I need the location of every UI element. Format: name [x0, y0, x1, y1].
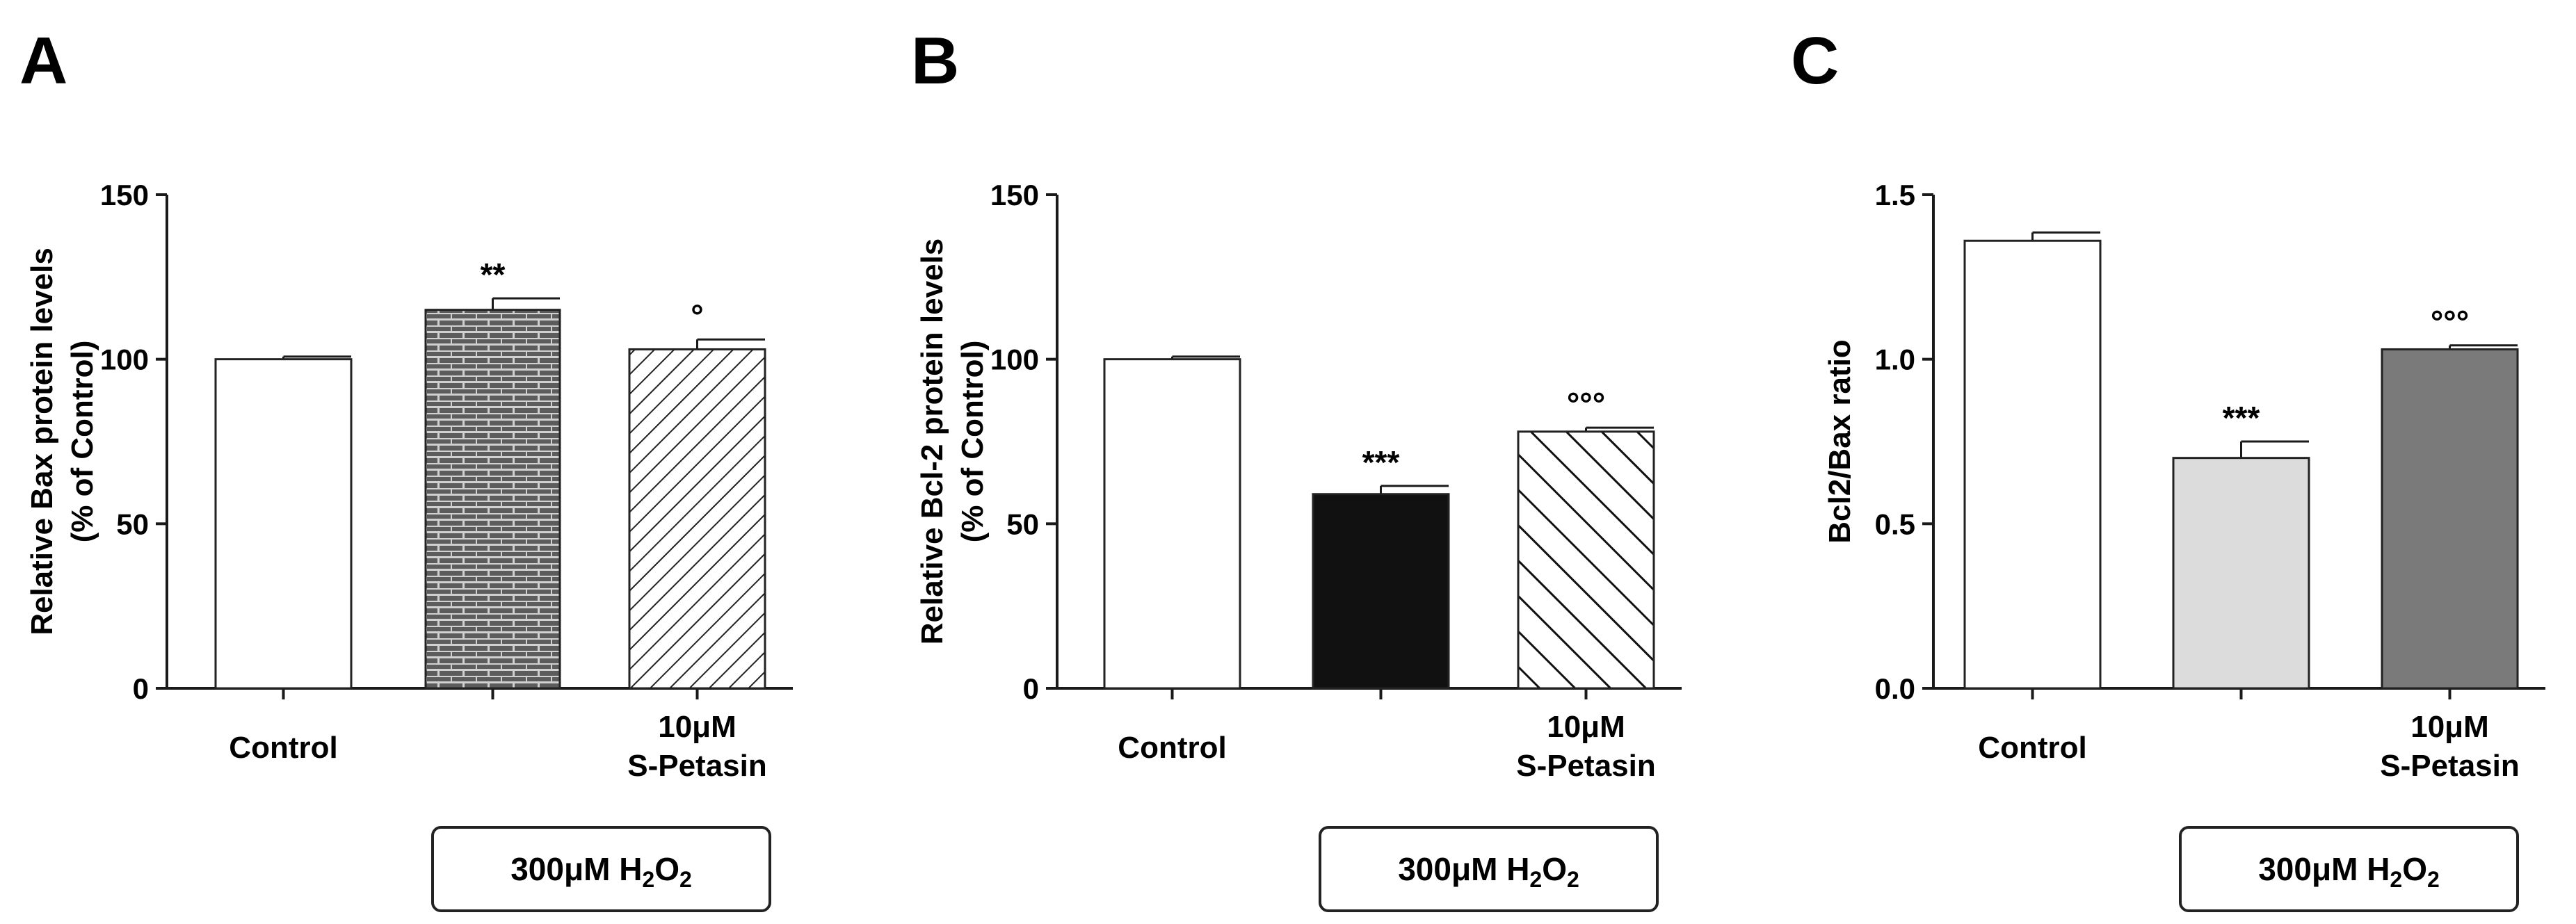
y-tick-label: 0 [1023, 672, 1039, 705]
panel-letter: A [19, 24, 67, 98]
treatment-label: 300μM H2O2 [510, 851, 692, 892]
significance-label: *** [1362, 444, 1400, 480]
bar [424, 309, 561, 690]
bar [2172, 457, 2310, 690]
treatment-box [2179, 826, 2519, 912]
x-tick-label: 10μM [658, 710, 736, 744]
bar [2381, 348, 2519, 690]
treatment-box [431, 826, 771, 912]
y-tick-label: 0 [133, 672, 149, 705]
x-tick-label: 10μM [2410, 710, 2489, 744]
y-tick-label: 1.5 [1875, 179, 1915, 211]
y-axis-label: (% of Control) [956, 341, 990, 543]
y-tick-label: 150 [990, 179, 1039, 211]
x-tick-label: Control [1118, 731, 1226, 765]
panel-letter: C [1791, 24, 1839, 98]
significance-label: °°° [1567, 386, 1605, 422]
significance-label: *** [2223, 400, 2260, 436]
chart-panel-b: 0 50 100 150 Relative Bcl-2 protein levels (%… [915, 179, 1682, 912]
y-tick-label: 0.0 [1875, 672, 1915, 705]
y-tick-label: 150 [100, 179, 149, 211]
x-tick-label: Control [229, 731, 337, 765]
x-tick-label: S-Petasin [627, 749, 767, 783]
significance-label: °°° [2431, 304, 2469, 340]
y-axis-label: Bcl2/Bax ratio [1823, 339, 1857, 543]
y-axis-label: (% of Control) [65, 341, 99, 543]
y-tick-label: 100 [990, 343, 1039, 376]
y-tick-label: 0.5 [1875, 508, 1915, 540]
y-tick-label: 1.0 [1875, 343, 1915, 376]
y-tick-label: 100 [100, 343, 149, 376]
bar [1103, 358, 1241, 690]
significance-label: ** [481, 257, 506, 293]
bar [1517, 430, 1655, 690]
treatment-label: 300μM H2O2 [1398, 851, 1579, 892]
bar [1312, 493, 1450, 690]
y-tick-label: 50 [116, 508, 149, 540]
treatment-box [1319, 826, 1659, 912]
x-tick-label: S-Petasin [1516, 749, 1656, 783]
bar [628, 348, 766, 690]
treatment-label: 300μM H2O2 [2258, 851, 2440, 892]
chart-panel-a: 0 50 100 150 Relative Bax protein levels (% o… [25, 179, 793, 912]
x-tick-label: 10μM [1547, 710, 1625, 744]
x-tick-label: S-Petasin [2380, 749, 2520, 783]
bar [214, 358, 353, 690]
significance-label: ° [691, 298, 703, 334]
x-tick-label: Control [1978, 731, 2086, 765]
bar [1963, 239, 2102, 690]
y-axis-label: Relative Bcl-2 protein levels [915, 238, 949, 645]
chart-panel-c: 0.0 0.5 1.0 1.5 Bcl2/Bax ratio Control *** °°° 1… [1823, 179, 2545, 912]
y-tick-label: 50 [1006, 508, 1039, 540]
y-axis-label: Relative Bax protein levels [25, 248, 59, 635]
panel-letter: B [911, 24, 959, 98]
